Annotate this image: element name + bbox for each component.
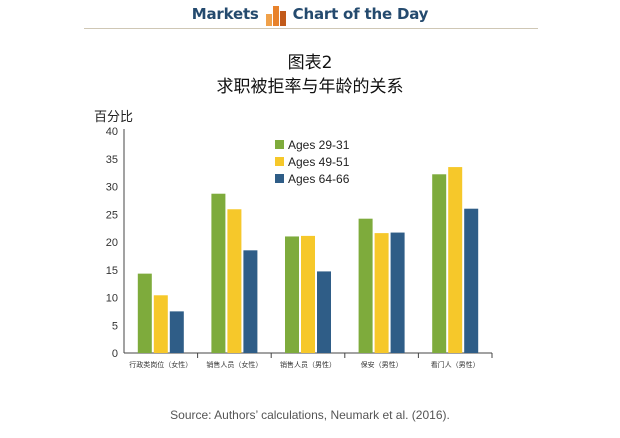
- bar: [448, 167, 463, 353]
- y-tick-label: 0: [112, 348, 118, 360]
- bar: [243, 250, 258, 353]
- bar: [358, 218, 373, 353]
- y-tick-label: 20: [106, 237, 118, 249]
- legend-swatch: [275, 140, 284, 149]
- x-tick-label: 行政类岗位（女性）: [129, 360, 192, 369]
- y-tick-label: 40: [106, 126, 118, 138]
- x-tick-label: 看门人（男性）: [431, 360, 480, 369]
- y-tick-label: 15: [106, 265, 118, 277]
- y-tick-label: 25: [106, 209, 118, 221]
- banner-divider: [84, 28, 538, 29]
- y-tick-label: 35: [106, 154, 118, 166]
- bar: [374, 233, 389, 353]
- banner-markets-label: Markets: [191, 5, 259, 23]
- legend-swatch: [275, 174, 284, 183]
- y-tick-label: 5: [112, 320, 118, 332]
- y-tick-label: 30: [106, 182, 118, 194]
- x-tick-label: 销售人员（女性）: [206, 360, 262, 369]
- bar: [432, 174, 447, 353]
- bar: [211, 193, 226, 353]
- bar: [464, 208, 479, 353]
- legend-label: Ages 49-51: [288, 155, 350, 169]
- chart-of-the-day-banner: Markets Chart of the Day: [0, 0, 620, 28]
- bar: [390, 232, 405, 353]
- chart-title-line1: 图表2: [287, 53, 333, 73]
- chart-title-line2: 求职被拒率与年龄的关系: [216, 77, 404, 97]
- bar: [227, 209, 242, 353]
- bar: [153, 295, 168, 353]
- legend-label: Ages 64-66: [288, 172, 350, 186]
- y-axis-label: 百分比: [94, 110, 133, 125]
- x-tick-label: 销售人员（男性）: [280, 360, 336, 369]
- bar: [285, 236, 299, 353]
- x-tick-label: 保安（男性）: [361, 360, 403, 369]
- legend-label: Ages 29-31: [288, 138, 350, 152]
- legend-swatch: [275, 157, 284, 166]
- source-note: Source: Authors’ calculations, Neumark e…: [170, 408, 450, 422]
- bar: [301, 235, 315, 353]
- bar-chart: 百分比 0 5 10 15 20 25 30 35 40 行政类岗位（女性） 销售人员（女性） 销售人员…: [94, 110, 493, 369]
- bar: [169, 311, 184, 353]
- y-tick-label: 10: [106, 293, 118, 305]
- banner-chart-of-the-day-label: Chart of the Day: [292, 5, 429, 23]
- bar: [137, 273, 152, 353]
- bar: [317, 271, 331, 353]
- bar-logo-icon: [265, 6, 286, 26]
